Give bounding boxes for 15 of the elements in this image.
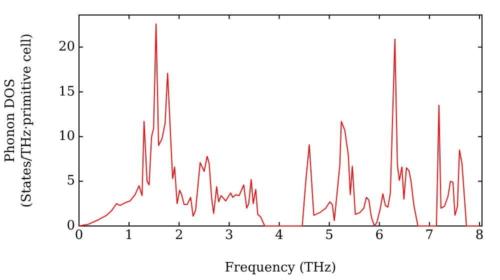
y-tick-label: 5 bbox=[66, 174, 75, 189]
x-tick-label: 4 bbox=[275, 228, 284, 244]
x-tick-label: 5 bbox=[325, 228, 334, 244]
y-tick-label: 20 bbox=[58, 40, 75, 55]
y-axis-title: Phonon DOS (States/THz·primitive cell) bbox=[2, 33, 35, 208]
y-tick-label: 15 bbox=[58, 84, 75, 100]
y-tick-label: 10 bbox=[58, 128, 75, 144]
x-tick-label: 7 bbox=[425, 228, 434, 244]
x-axis-title: Frequency (THz) bbox=[224, 260, 336, 276]
x-tick-label: 3 bbox=[225, 228, 234, 244]
x-tick-label: 6 bbox=[375, 228, 384, 244]
x-tick-label: 2 bbox=[174, 228, 184, 244]
y-tick-label: 0 bbox=[66, 218, 75, 234]
x-tick-label: 8 bbox=[475, 228, 484, 244]
x-tick-label: 1 bbox=[124, 228, 134, 244]
